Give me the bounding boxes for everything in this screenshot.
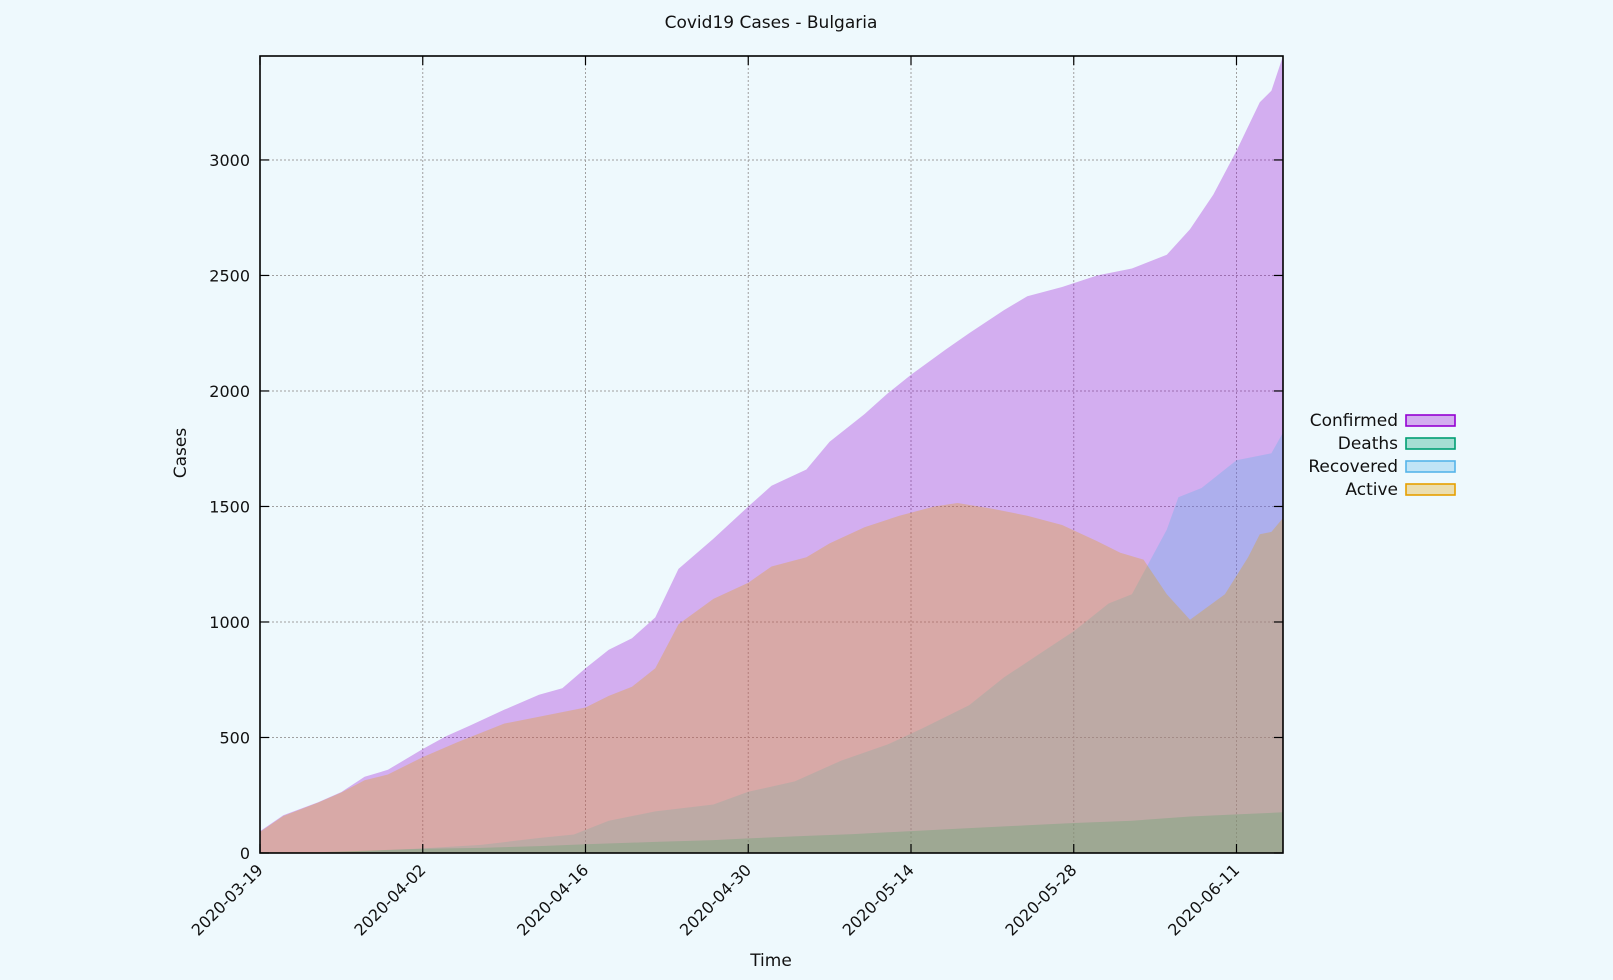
legend-swatch-deaths: [1405, 437, 1456, 450]
legend-swatch-recovered: [1405, 460, 1456, 473]
legend-label-active: Active: [1345, 480, 1398, 500]
legend-label-recovered: Recovered: [1308, 457, 1398, 477]
plot-background: [260, 56, 1283, 853]
y-tick-label: 2000: [209, 382, 250, 401]
x-tick-label: 2020-03-19: [188, 860, 267, 939]
x-tick-label: 2020-04-30: [676, 860, 755, 939]
x-tick-label: 2020-06-11: [1164, 860, 1243, 939]
y-axis-label: Cases: [171, 428, 191, 479]
plot-areas: [260, 56, 1283, 853]
chart-title: Covid19 Cases - Bulgaria: [665, 13, 878, 33]
grid: [260, 56, 1283, 853]
x-axis-label: Time: [749, 951, 792, 971]
area-confirmed: [260, 56, 1283, 853]
y-tick-label: 1500: [209, 497, 250, 516]
y-tick-label: 1000: [209, 613, 250, 632]
y-tick-label: 3000: [209, 151, 250, 170]
x-tick-label: 2020-05-14: [839, 860, 918, 939]
x-tick-label: 2020-05-28: [1001, 860, 1080, 939]
y-tick-label: 500: [219, 728, 250, 747]
area-active: [260, 503, 1283, 853]
area-recovered: [260, 432, 1283, 853]
legend-swatch-confirmed: [1405, 414, 1456, 427]
y-tick-label: 2500: [209, 266, 250, 285]
area-deaths: [260, 812, 1283, 853]
legend-label-confirmed: Confirmed: [1310, 411, 1398, 431]
plot-border: [259, 55, 1284, 854]
x-tick-label: 2020-04-16: [513, 860, 592, 939]
legend: Confirmed Deaths Recovered Active: [1308, 411, 1456, 500]
legend-swatch-active: [1405, 483, 1456, 496]
legend-label-deaths: Deaths: [1338, 434, 1398, 454]
y-tick-label: 0: [240, 844, 250, 863]
x-tick-label: 2020-04-02: [350, 860, 429, 939]
